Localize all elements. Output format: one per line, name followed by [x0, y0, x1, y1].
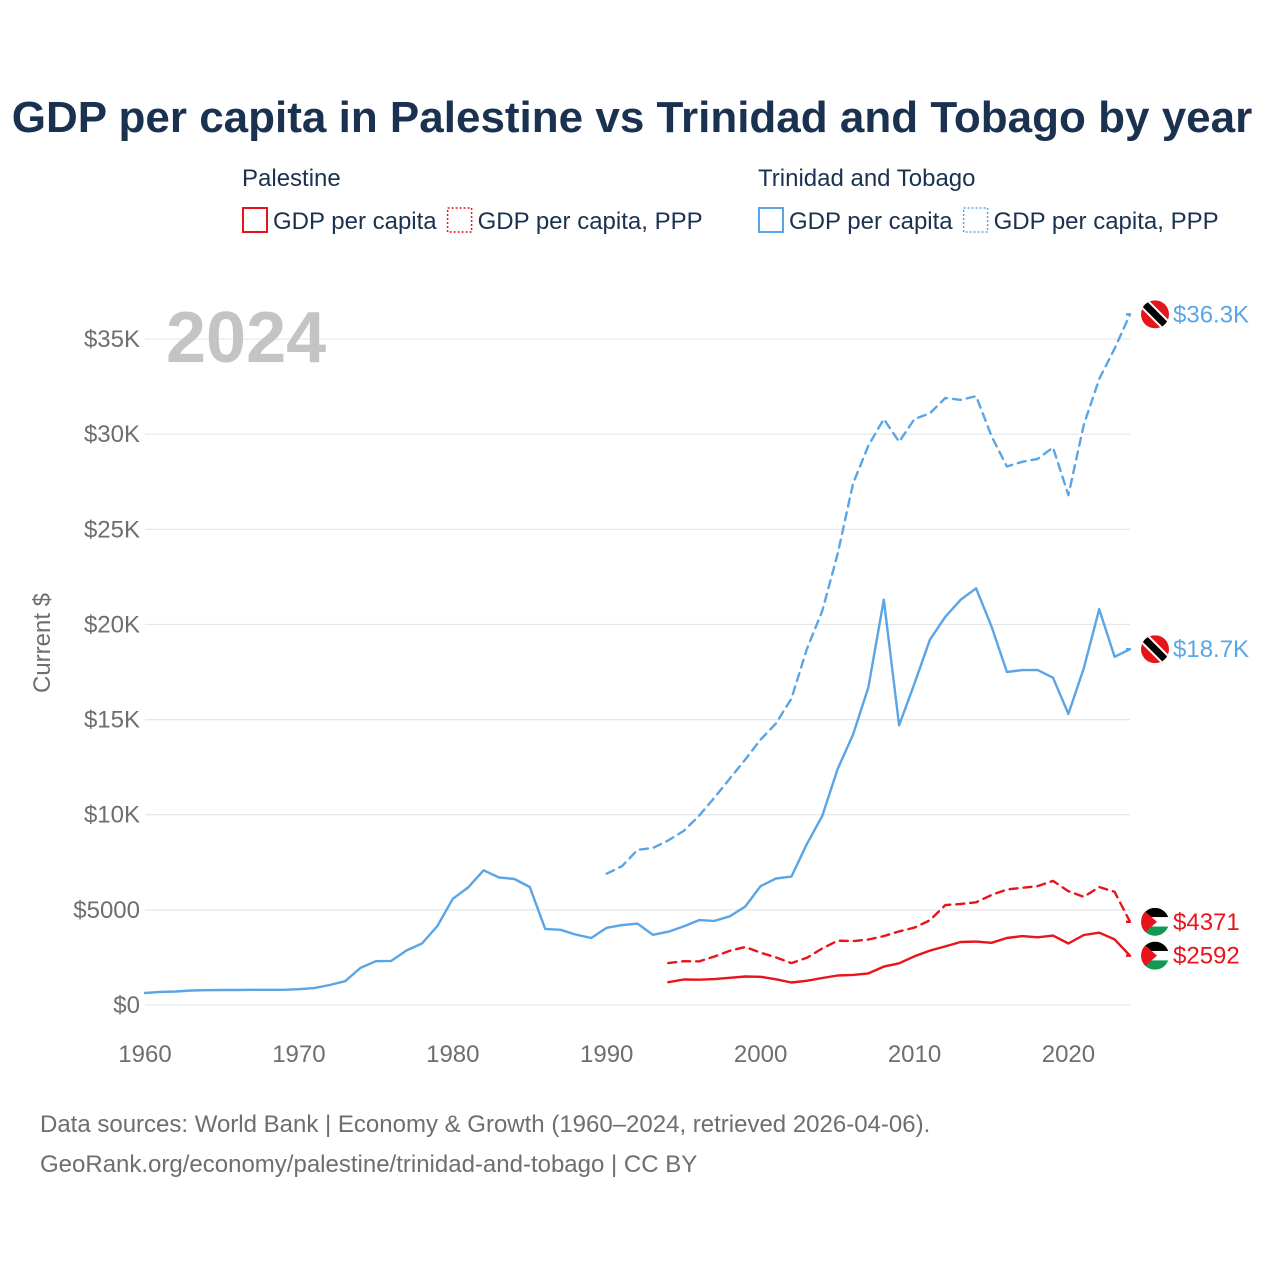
- x-tick-label: 1990: [580, 1041, 633, 1068]
- trinidad-flag-icon: [1141, 300, 1169, 329]
- palestine-flag-icon: [1141, 941, 1169, 970]
- x-tick-label: 2020: [1042, 1041, 1095, 1068]
- flag-clip: [1141, 300, 1169, 329]
- flag-stripe-black: [1141, 941, 1169, 952]
- flag-band-black: [1141, 300, 1169, 329]
- y-tick-label: $25K: [84, 516, 140, 543]
- legend-item-label: GDP per capita, PPP: [478, 208, 703, 235]
- end-labels: $36.3K $18.7K $4371 $2592: [1141, 300, 1249, 970]
- legend-group-name: Palestine: [242, 165, 341, 192]
- flag-clip: [1141, 907, 1169, 936]
- x-axis-ticks: 1960 1970 1980 1990 2000 2010 2020: [118, 1041, 1095, 1068]
- y-tick-label: $0: [113, 992, 140, 1019]
- flag-triangle: [1141, 907, 1157, 936]
- flag-clip: [1141, 941, 1169, 970]
- legend-swatch-dotted: [446, 207, 473, 233]
- year-watermark: 2024: [166, 298, 326, 378]
- x-tick-label: 1960: [118, 1041, 171, 1068]
- legend-swatch-dotted: [962, 207, 989, 233]
- flag-stripe-green: [1141, 960, 1169, 970]
- source-line-1: Data sources: World Bank | Economy & Gro…: [40, 1111, 930, 1138]
- flag-stripe-green: [1141, 926, 1169, 936]
- series-line-ps-gdp: [667, 931, 1132, 984]
- y-axis-ticks: $0 $5000 $10K $15K $20K $25K $30K $35K: [73, 326, 140, 1019]
- legend: Palestine GDP per capita GDP per capita, P…: [242, 165, 1219, 235]
- series-line-tt-gdp: [143, 587, 1132, 995]
- trinidad-flag-icon: [1141, 635, 1169, 664]
- legend-swatch-solid: [758, 207, 784, 233]
- end-label-tt-gdp: $18.7K: [1173, 636, 1249, 663]
- series-line-ps-gdp-ppp: [667, 879, 1132, 965]
- flag-band-black: [1141, 635, 1169, 664]
- end-label-ps-gdp-ppp: $4371: [1173, 909, 1240, 936]
- source-line-2: GeoRank.org/economy/palestine/trinidad-a…: [40, 1151, 697, 1178]
- series-line-tt-gdp-ppp: [605, 313, 1132, 875]
- series-layer: [143, 313, 1132, 995]
- end-label-tt-gdp-ppp: $36.3K: [1173, 301, 1249, 328]
- y-tick-label: $5000: [73, 897, 140, 924]
- y-tick-label: $35K: [84, 326, 140, 353]
- flag-stripe-black: [1141, 907, 1169, 918]
- y-tick-label: $15K: [84, 707, 140, 734]
- legend-item-label: GDP per capita, PPP: [994, 208, 1219, 235]
- y-tick-label: $10K: [84, 802, 140, 829]
- chart-title: GDP per capita in Palestine vs Trinidad …: [12, 93, 1253, 142]
- y-tick-label: $30K: [84, 421, 140, 448]
- grid-lines: [145, 338, 1130, 1006]
- x-tick-label: 2000: [734, 1041, 787, 1068]
- y-tick-label: $20K: [84, 611, 140, 638]
- legend-group-name: Trinidad and Tobago: [758, 165, 976, 192]
- flag-clip: [1141, 635, 1169, 664]
- end-label-ps-gdp: $2592: [1173, 943, 1240, 970]
- legend-item-label: GDP per capita: [789, 208, 953, 235]
- legend-item-label: GDP per capita: [273, 208, 437, 235]
- x-tick-label: 2010: [888, 1041, 941, 1068]
- flag-triangle: [1141, 941, 1157, 970]
- legend-swatch-solid: [242, 207, 268, 233]
- x-tick-label: 1980: [426, 1041, 479, 1068]
- palestine-flag-icon: [1141, 907, 1169, 936]
- x-tick-label: 1970: [272, 1041, 325, 1068]
- y-axis-label: Current $: [29, 593, 56, 693]
